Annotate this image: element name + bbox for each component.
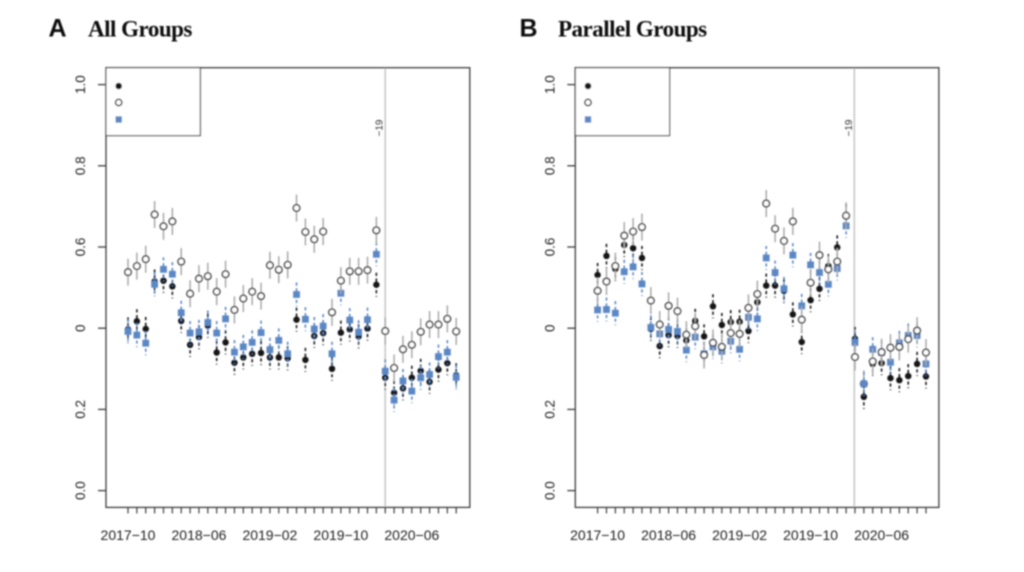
svg-text:−19: −19 (844, 119, 855, 136)
svg-text:All Groups: All Groups (88, 17, 192, 42)
svg-text:2020−06: 2020−06 (854, 527, 909, 543)
svg-text:1.0: 1.0 (73, 75, 88, 94)
svg-text:0.6: 0.6 (73, 238, 88, 257)
svg-text:−19: −19 (375, 119, 386, 136)
svg-text:B: B (520, 15, 538, 43)
svg-text:0: 0 (73, 324, 88, 332)
svg-text:2018−06: 2018−06 (172, 527, 227, 543)
svg-text:2017−10: 2017−10 (570, 527, 625, 543)
svg-text:2018−06: 2018−06 (641, 527, 696, 543)
svg-text:A: A (49, 15, 67, 43)
svg-text:0.0: 0.0 (542, 481, 557, 500)
svg-text:0.6: 0.6 (542, 238, 557, 257)
svg-text:0.8: 0.8 (73, 156, 88, 175)
svg-text:2019−10: 2019−10 (783, 527, 838, 543)
svg-text:0.2: 0.2 (73, 400, 88, 419)
svg-text:0: 0 (542, 324, 557, 332)
svg-text:2019−02: 2019−02 (242, 527, 297, 543)
svg-text:2019−02: 2019−02 (712, 527, 767, 543)
svg-text:2017−10: 2017−10 (101, 527, 156, 543)
svg-text:0.2: 0.2 (542, 400, 557, 419)
svg-text:0.8: 0.8 (542, 156, 557, 175)
svg-text:Parallel Groups: Parallel Groups (558, 17, 707, 42)
svg-text:2019−10: 2019−10 (313, 527, 368, 543)
svg-text:2020−06: 2020−06 (384, 527, 439, 543)
svg-text:0.0: 0.0 (73, 481, 88, 500)
svg-text:1.0: 1.0 (542, 75, 557, 94)
